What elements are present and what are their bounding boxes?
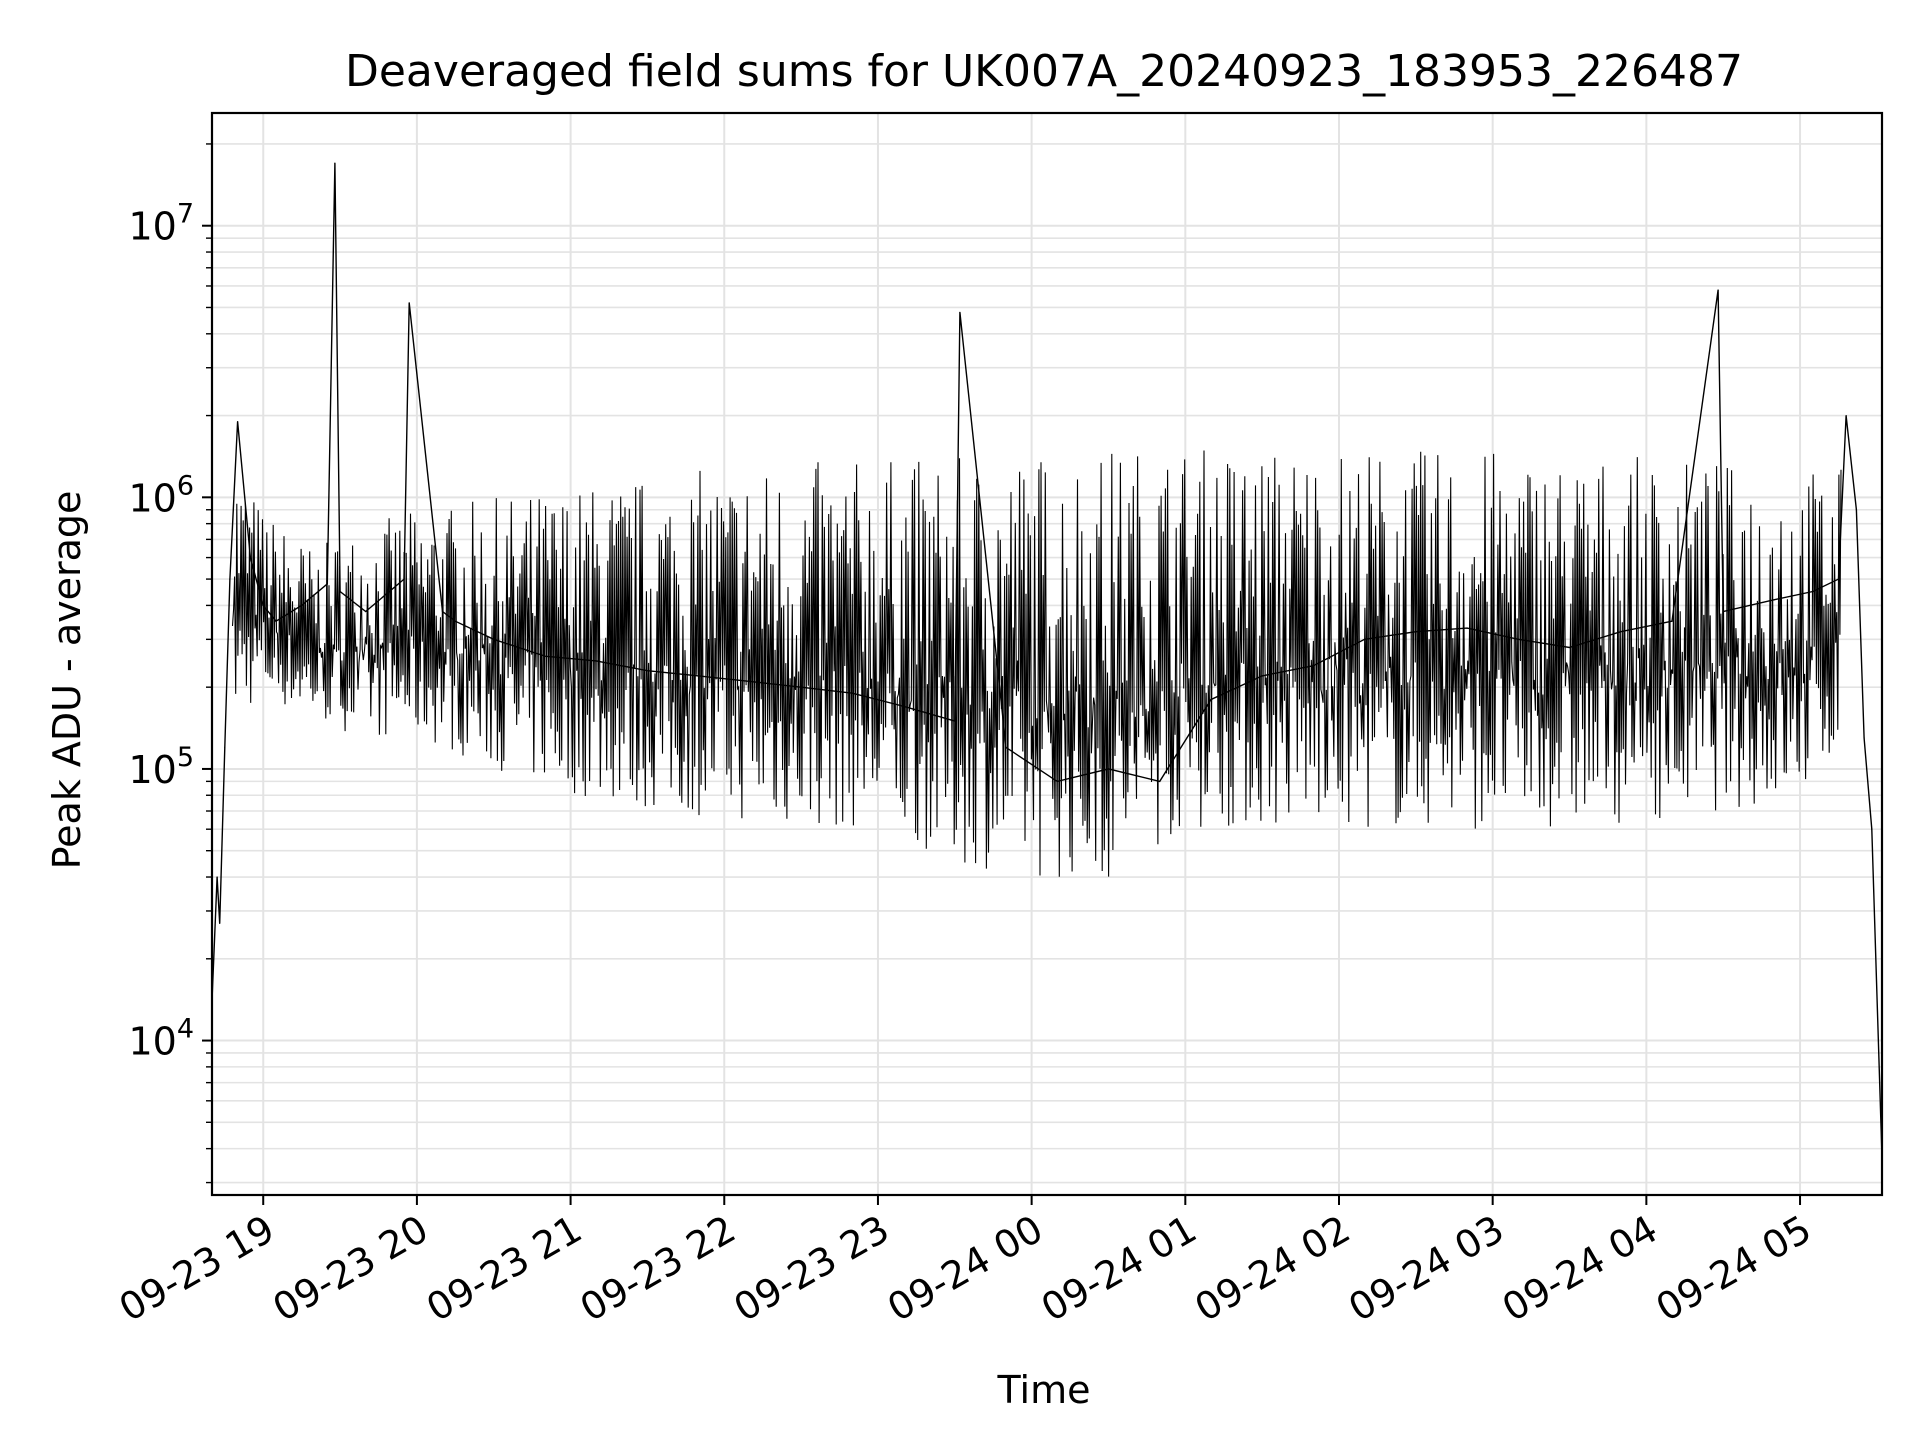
data-point (1159, 780, 1161, 783)
data-point (1717, 289, 1719, 291)
data-point (1837, 578, 1840, 580)
data-point (229, 578, 231, 580)
data-point (1466, 627, 1468, 629)
data-point (403, 578, 405, 580)
data-point (1517, 638, 1519, 640)
y-tick-label: 104 (128, 1014, 194, 1064)
data-point (1005, 746, 1007, 749)
data-point (326, 583, 328, 585)
data-point (1722, 610, 1724, 613)
series-band (231, 450, 1842, 877)
data-point (959, 311, 961, 313)
y-axis-label: Peak ADU - average (45, 491, 89, 870)
data-point (1773, 599, 1775, 601)
data-point (1845, 415, 1847, 417)
data-point (1415, 631, 1417, 633)
y-tick-label: 107 (128, 199, 194, 249)
data-point (1056, 780, 1058, 783)
data-point (441, 610, 444, 613)
data-point (1312, 665, 1314, 667)
data-point (1261, 675, 1263, 677)
data-point (408, 302, 410, 304)
data-point (454, 620, 456, 622)
data-point (1107, 768, 1110, 770)
data-point (1863, 737, 1865, 739)
data-point (1812, 590, 1814, 593)
data-point (595, 660, 597, 662)
x-axis-label: Time (997, 1368, 1091, 1412)
data-point (800, 686, 802, 688)
data-point (954, 720, 956, 722)
data-point (1364, 638, 1366, 640)
data-point (249, 557, 251, 559)
data-point (1568, 646, 1571, 649)
data-point (544, 655, 546, 657)
data-point (365, 610, 367, 613)
data-point (339, 590, 341, 593)
data-point (851, 692, 853, 694)
series-line (211, 162, 1883, 1159)
data-point (646, 670, 649, 672)
plot-frame (210, 111, 1884, 1197)
y-tick-label: 105 (128, 742, 194, 792)
data-point (698, 675, 700, 677)
data-point (237, 421, 239, 423)
data-point (749, 680, 751, 683)
data-point (1855, 509, 1857, 511)
chart-title: Deaveraged field sums for UK007A_2024092… (345, 46, 1743, 97)
data-point (1671, 620, 1673, 622)
data-point (1871, 828, 1873, 830)
y-tick-label: 106 (128, 470, 194, 520)
data-point (334, 162, 336, 164)
data-point (1620, 631, 1622, 633)
data-point (216, 876, 218, 878)
data-point (275, 620, 277, 622)
data-point (224, 746, 226, 749)
data-point (1210, 699, 1212, 701)
data-point (219, 922, 221, 925)
data-point (493, 638, 495, 640)
data-point (301, 604, 303, 607)
data-point (262, 604, 264, 607)
data-point (903, 705, 905, 707)
